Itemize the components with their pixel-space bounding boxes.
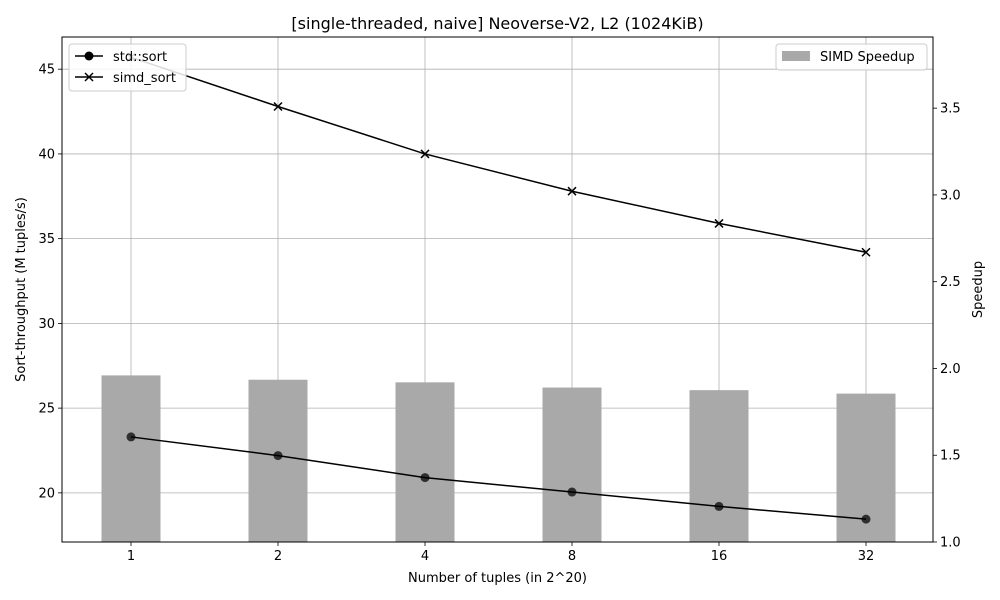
y-axis-label: Sort-throughput (M tuples/s): [14, 197, 29, 382]
speedup-bars: [101, 375, 896, 542]
x-tick-label: 1: [127, 549, 135, 564]
legend-marker-std-sort: [84, 51, 94, 61]
plot-frame: [61, 36, 934, 543]
point-std-sort: [567, 487, 577, 497]
speedup-bar: [248, 379, 308, 542]
y-tick-label: 40: [38, 147, 55, 162]
chart-title: [single-threaded, naive] Neoverse-V2, L2…: [291, 14, 703, 33]
series-line-simd-sort: [130, 56, 867, 253]
x-tick-label: 8: [568, 549, 576, 564]
point-simd-sort: [420, 149, 430, 159]
grid: [62, 37, 933, 542]
y-axis-right: 1.0 1.5 2.0 2.5 3.0 3.5: [933, 102, 961, 551]
y-tick-label: 20: [38, 486, 55, 501]
point-simd-sort: [273, 101, 283, 112]
y2-tick-label: 3.5: [940, 102, 961, 117]
point-std-sort: [273, 451, 283, 461]
speedup-bar: [542, 387, 602, 542]
point-std-sort: [420, 473, 430, 483]
y-tick-label: 25: [38, 402, 55, 417]
speedup-bar: [395, 382, 455, 542]
legend-marker-simd-sort: [84, 72, 94, 82]
legend-swatch-speedup: [782, 51, 810, 61]
legend-label-simd-sort: simd_sort: [113, 71, 176, 86]
point-std-sort: [714, 501, 724, 511]
point-simd-sort: [714, 218, 724, 228]
y2-tick-label: 2.5: [940, 275, 961, 290]
speedup-bar: [101, 375, 161, 542]
legend-lines: std::sort simd_sort: [68, 43, 187, 92]
legend-box-right: [775, 43, 928, 71]
x-axis-label: Number of tuples (in 2^20): [408, 571, 587, 586]
series-lines: [126, 52, 871, 524]
y2-tick-label: 1.0: [940, 536, 961, 551]
x-tick-label: 4: [421, 549, 429, 564]
legend-label-std-sort: std::sort: [113, 50, 167, 65]
x-axis: 1 2 4 8 16 32: [127, 542, 874, 564]
point-simd-sort: [861, 247, 871, 257]
speedup-bar: [689, 390, 749, 542]
y-axis-left: 20 25 30 35 40 45: [38, 63, 62, 501]
x-tick-label: 16: [711, 549, 728, 564]
x-tick-label: 32: [858, 549, 875, 564]
point-simd-sort: [567, 186, 577, 196]
point-std-sort: [861, 514, 871, 524]
y-tick-label: 45: [38, 63, 55, 78]
legend-label-speedup: SIMD Speedup: [820, 50, 915, 65]
y2-tick-label: 1.5: [940, 449, 961, 464]
point-std-sort: [126, 432, 136, 442]
y2-tick-label: 2.0: [940, 362, 961, 377]
y2-tick-label: 3.0: [940, 188, 961, 203]
y2-axis-label: Speedup: [971, 261, 986, 318]
legend-bars: SIMD Speedup: [775, 43, 928, 71]
series-line-std-sort: [130, 436, 867, 520]
y-tick-label: 35: [38, 232, 55, 247]
x-tick-label: 2: [274, 549, 282, 564]
y-tick-label: 30: [38, 317, 55, 332]
